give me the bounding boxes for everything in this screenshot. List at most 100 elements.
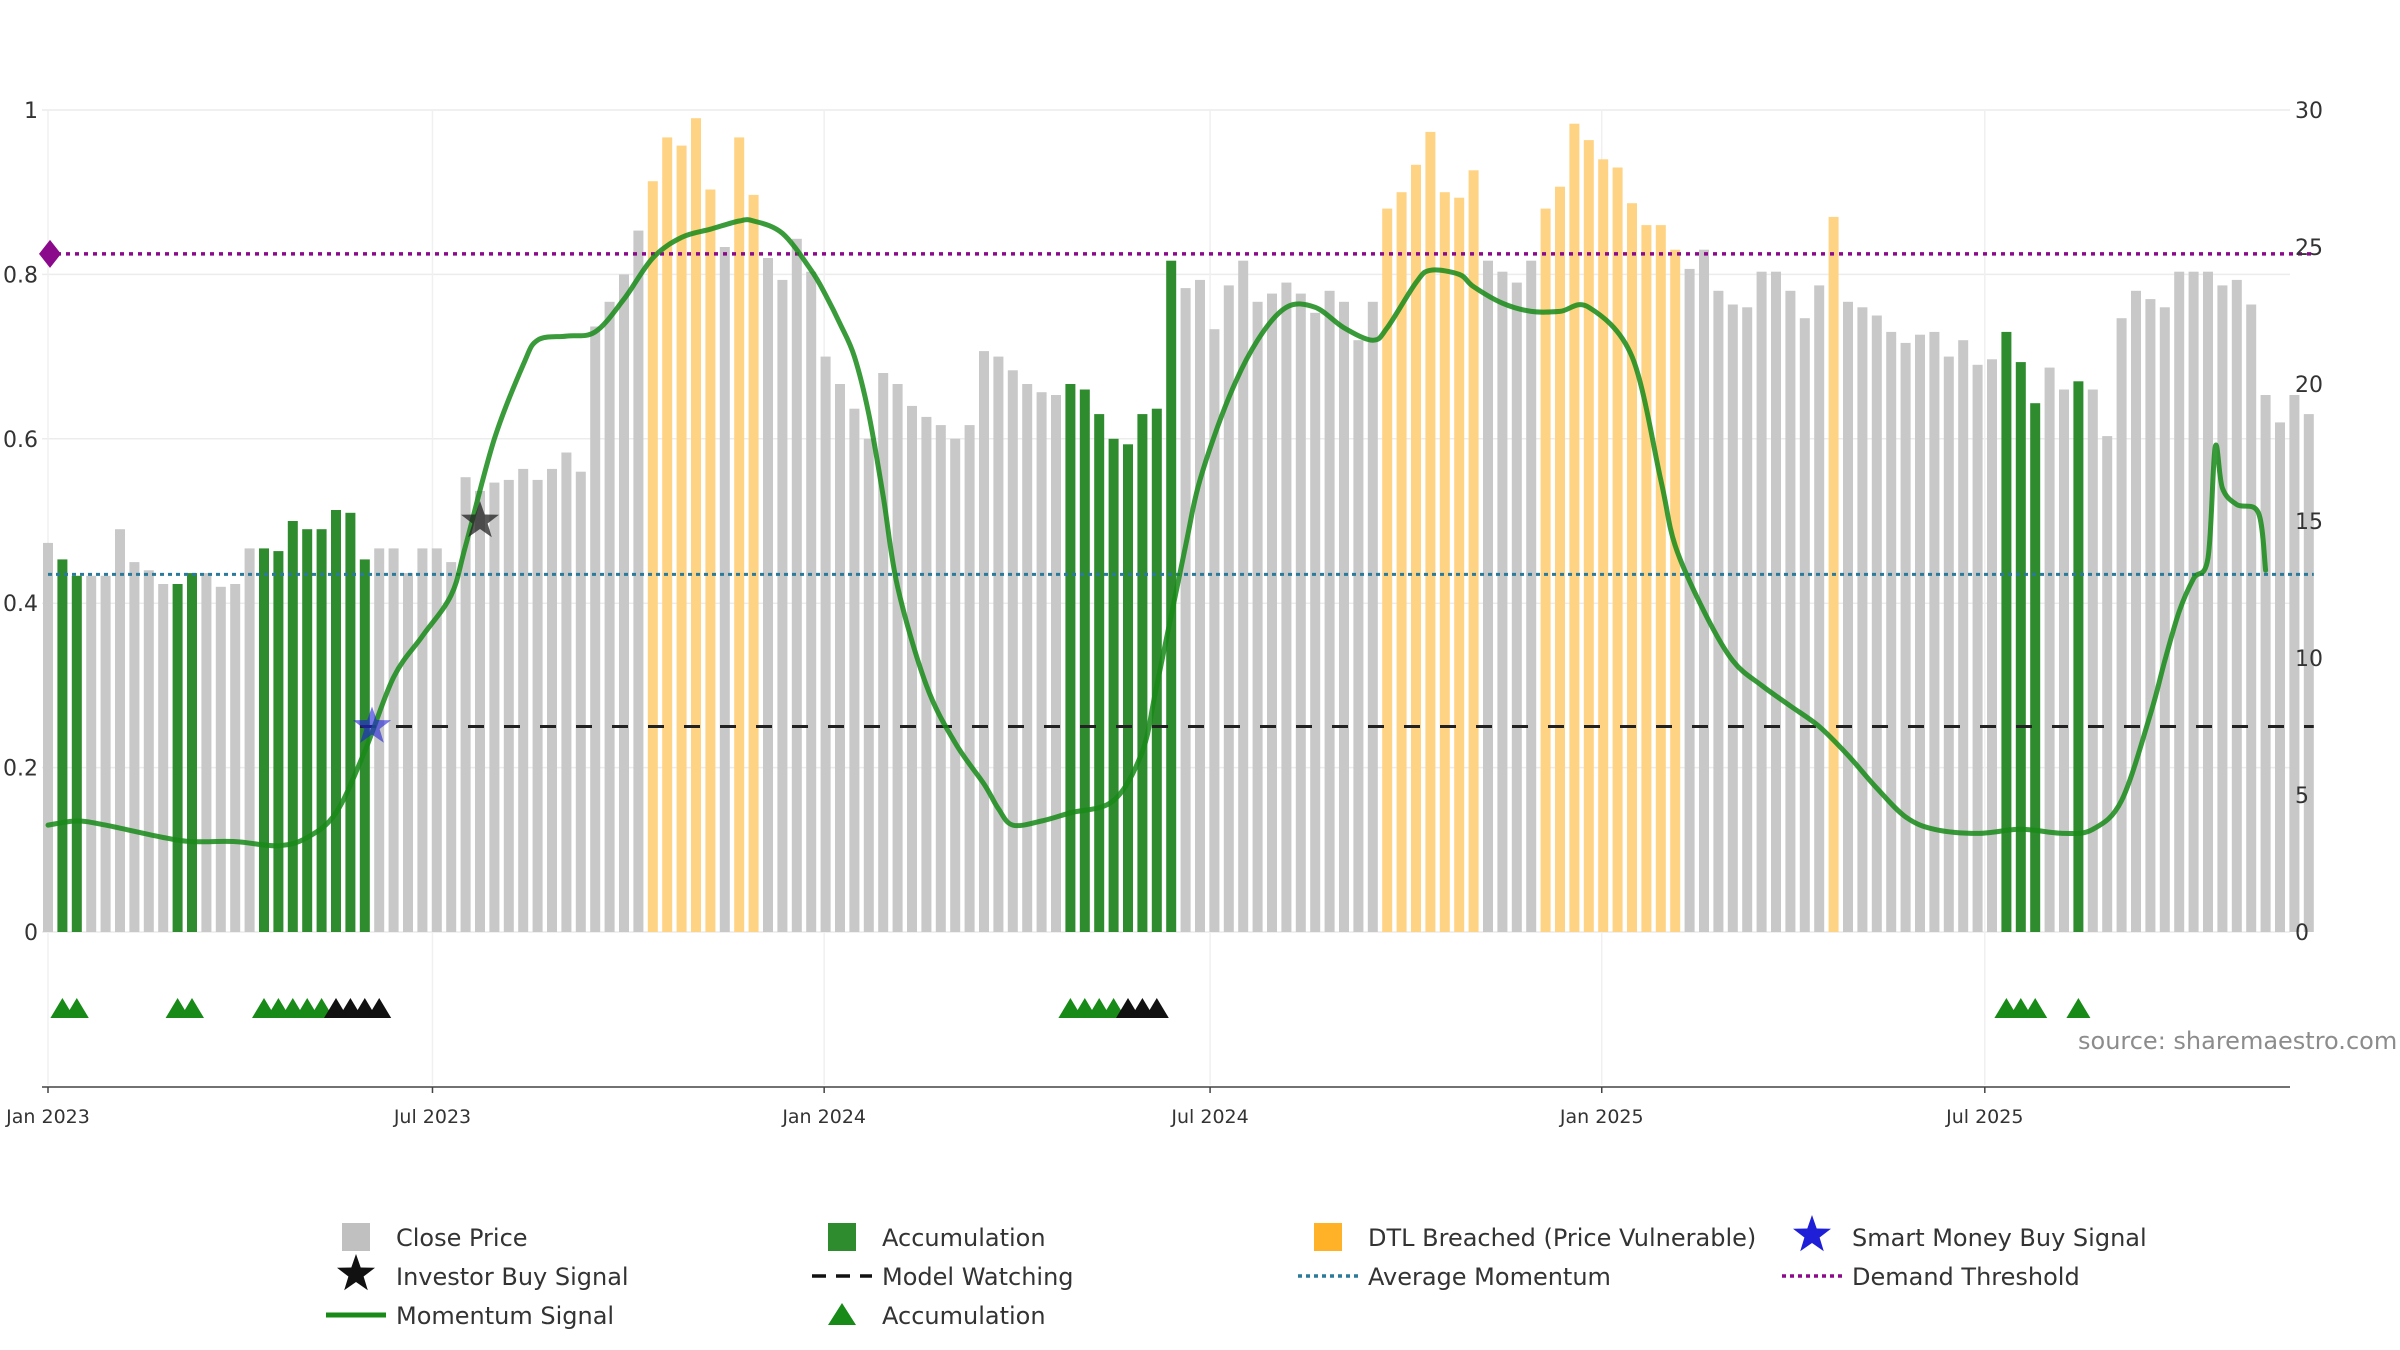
accumulation-bar <box>1094 414 1105 933</box>
close-price-bar <box>849 408 860 932</box>
close-price-bar <box>993 356 1004 933</box>
left-tick-label: 0.2 <box>3 757 38 782</box>
accumulation-bar <box>1166 260 1177 932</box>
close-price-bar <box>633 230 644 933</box>
dtl-breached-bar <box>748 194 759 932</box>
close-price-bar <box>806 271 817 932</box>
dtl-breached-bar <box>1425 131 1436 932</box>
close-price-bar <box>215 586 226 932</box>
close-price-bar <box>86 575 97 932</box>
left-tick-label: 0.4 <box>3 592 38 617</box>
close-price-bar <box>590 326 601 932</box>
close-price-bar <box>374 548 385 932</box>
dtl-breached-bar <box>1583 140 1594 933</box>
close-price-bar <box>1886 331 1897 932</box>
close-price-bar <box>777 279 788 932</box>
accumulation-bar <box>172 584 183 932</box>
close-price-bar <box>2275 422 2285 932</box>
close-price-bar <box>1281 282 1292 933</box>
right-tick-label: 25 <box>2295 236 2323 261</box>
accumulation-triangle <box>64 998 89 1018</box>
x-tick-label: Jul 2025 <box>1945 1106 2023 1128</box>
close-price-bar <box>403 573 413 932</box>
close-price-bar <box>1943 356 1954 933</box>
close-price-bar <box>1814 285 1825 932</box>
close-price-bar <box>2188 271 2199 932</box>
watching-triangle <box>1144 998 1169 1018</box>
close-price-bar <box>2116 318 2127 932</box>
dtl-breached-bar <box>662 137 673 932</box>
close-price-bar <box>2044 367 2055 933</box>
x-tick-label: Jul 2024 <box>1170 1106 1248 1128</box>
close-price-bar <box>1209 329 1220 932</box>
accumulation-bar <box>187 573 197 932</box>
legend-star-icon <box>1793 1215 1831 1252</box>
dtl-breached-bar <box>1555 186 1565 932</box>
close-price-bar <box>2131 290 2141 932</box>
accumulation-bar <box>2073 381 2084 932</box>
close-price-bar <box>979 351 989 933</box>
close-price-bar <box>878 373 889 932</box>
x-tick-label: Jan 2025 <box>1559 1106 1644 1128</box>
close-price-bar <box>820 356 831 933</box>
left-tick-label: 1 <box>24 99 38 124</box>
close-price-bar <box>907 405 917 932</box>
close-price-bar <box>892 384 903 932</box>
accumulation-bar <box>345 512 356 932</box>
dtl-breached-bar <box>1411 164 1421 933</box>
close-price-bar <box>1699 249 1709 932</box>
close-price-bar <box>2203 271 2213 932</box>
left-tick-label: 0.8 <box>3 263 38 288</box>
accumulation-bar <box>1079 389 1090 932</box>
close-price-bar <box>1497 271 1508 932</box>
dtl-breached-bar <box>705 189 716 932</box>
close-price-bar <box>575 471 586 932</box>
legend-label: Momentum Signal <box>396 1302 614 1330</box>
dtl-breached-bar <box>1396 192 1407 932</box>
close-price-bar <box>1526 260 1537 932</box>
accumulation-triangle <box>2023 998 2048 1018</box>
right-tick-label: 15 <box>2295 510 2323 535</box>
dtl-breached-bar <box>691 118 701 932</box>
close-price-bar <box>763 258 773 932</box>
dtl-breached-bar <box>1569 123 1580 932</box>
close-price-bar <box>1339 301 1349 932</box>
close-price-bar <box>1367 301 1378 932</box>
x-tick-label: Jan 2023 <box>5 1106 90 1128</box>
close-price-bar <box>1987 359 1997 932</box>
legend-swatch <box>342 1223 370 1251</box>
close-price-bar <box>547 468 557 932</box>
right-tick-label: 5 <box>2295 784 2309 809</box>
dtl-breached-bar <box>1382 208 1393 933</box>
legend-label: Model Watching <box>882 1263 1074 1291</box>
close-price-bar <box>1871 315 1882 932</box>
close-price-bar <box>460 477 471 932</box>
x-tick-label: Jul 2023 <box>393 1106 471 1128</box>
close-price-bar <box>1223 285 1234 932</box>
close-price-bar <box>489 482 500 932</box>
close-price-bar <box>1958 340 1969 932</box>
legend-item: Accumulation <box>828 1302 1046 1330</box>
close-price-bar <box>1353 340 1364 932</box>
close-price-bar <box>2303 414 2314 933</box>
legend: Close Price Accumulation DTL Breached (Pri… <box>326 1215 2147 1330</box>
close-price-bar <box>1972 364 1983 932</box>
close-price-bar <box>388 548 399 932</box>
accumulation-bar <box>57 559 68 932</box>
close-price-bar <box>604 301 615 932</box>
dtl-breached-bar <box>647 181 658 932</box>
right-tick-label: 30 <box>2295 99 2323 124</box>
close-price-bar <box>230 584 241 932</box>
watching-triangle <box>367 998 392 1018</box>
close-price-bar <box>201 573 212 932</box>
legend-item: Close Price <box>342 1223 528 1252</box>
close-price-bar <box>2231 279 2242 932</box>
accumulation-bar <box>2030 403 2041 932</box>
dtl-breached-bar <box>1641 225 1652 933</box>
legend-label: Smart Money Buy Signal <box>1852 1224 2147 1252</box>
smart-money-buy-star <box>353 706 391 743</box>
close-price-bar <box>417 548 428 932</box>
accumulation-triangle <box>2066 998 2091 1018</box>
close-price-bar <box>1022 384 1033 932</box>
